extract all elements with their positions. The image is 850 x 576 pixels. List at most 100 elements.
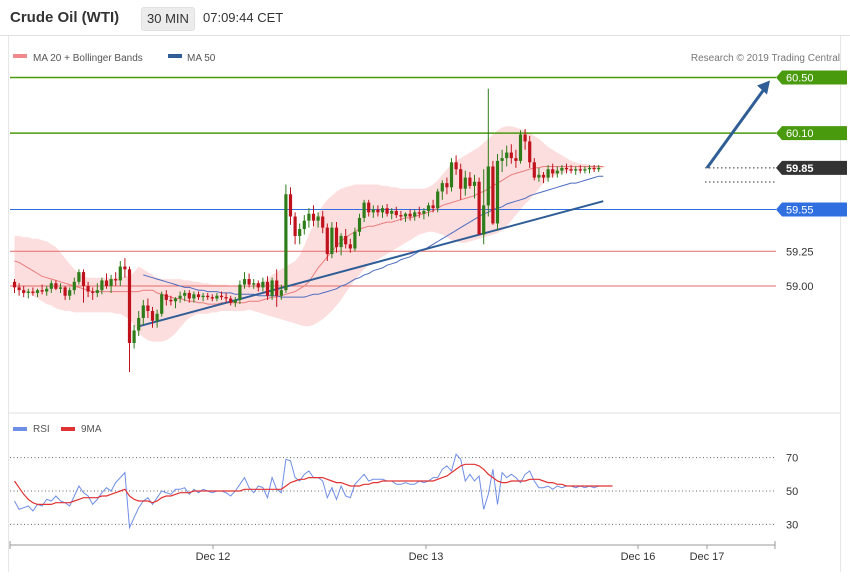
candle [31,287,35,296]
candle [408,209,412,221]
candle-body [316,216,320,221]
ma50-line [143,175,604,298]
candle-body [45,288,49,292]
candle-body [196,294,201,298]
candle-body [574,169,578,171]
candle-body [311,213,316,221]
chart-frame [8,36,841,572]
support-trendline [138,200,604,328]
candle-body [417,212,421,214]
bollinger-bands [14,126,608,342]
candle [371,205,375,218]
candle-body [100,280,104,291]
candle-body [49,283,53,289]
candle [288,187,293,225]
candle [403,212,408,223]
candle [63,286,67,300]
ma50-legend-label: MA 50 [187,53,216,64]
candle-body [86,286,90,292]
candle-body [261,281,265,288]
chart-header: Crude Oil (WTI) 30 MIN 07:09:44 CET [0,0,850,36]
candle-body [160,294,164,314]
candle [196,291,201,300]
candle [58,283,63,293]
candle [564,163,569,174]
candle-body [183,292,187,296]
candle [348,238,352,253]
candle [431,199,435,213]
candle-body [265,281,270,296]
candle-body [252,283,256,285]
candle-body [344,235,348,245]
candle-body [477,181,481,235]
candle [330,222,334,259]
candle [256,280,260,292]
candlesticks [12,88,601,373]
bollinger-band-fill [14,126,608,342]
candle-body [472,181,477,186]
candle [449,158,454,192]
rsi-line [14,453,613,530]
candle [109,274,113,293]
candle [417,206,421,218]
candle-body [426,205,431,211]
trend-annotations [138,80,770,328]
candle-body [367,202,371,213]
candle [238,280,242,305]
candle [353,227,357,252]
candle [26,288,30,299]
candle-body [514,158,518,161]
candle [35,288,40,298]
candle [201,292,205,302]
candle-body [127,269,132,343]
candle-body [348,244,352,249]
candle-body [321,216,325,228]
candle-body [155,313,159,321]
candle-body [104,280,109,286]
candle [86,281,90,298]
candle-body [187,292,191,299]
instrument-title: Crude Oil (WTI) [10,9,120,26]
candle [362,199,366,223]
candle-body [169,299,173,302]
candle [298,223,302,245]
candle [302,215,306,235]
candle [77,269,81,285]
candle [555,166,559,178]
candle-body [390,210,394,214]
candle [215,292,219,302]
price-badge-text-59.55: 59.55 [786,205,814,217]
candle-body [164,294,168,300]
price-levels [10,76,776,287]
candle-body [449,162,454,188]
rsi-tick-30: 30 [786,519,798,531]
candle-body [399,215,403,217]
candle-body [293,216,297,236]
rsi-tick-50: 50 [786,486,798,498]
candle [132,324,136,349]
ma50-legend-swatch [168,54,182,58]
rsi-legend-label: RSI [33,424,50,435]
candle [192,291,196,303]
candle [472,174,477,199]
candle-body [275,280,279,296]
candle [468,172,472,189]
candle-body [95,290,99,293]
candle [426,202,431,217]
candle [275,269,279,307]
candle-body [229,298,233,303]
candle-body [58,287,63,289]
candle [518,130,523,164]
candle [482,169,486,245]
price-labels: 60.50 60.10 59.55 59.25 59.00 59.85 [776,70,847,293]
candle-body [523,134,527,142]
ma9-legend-label: 9MA [81,424,102,435]
ma20-legend-swatch [13,54,27,58]
candle [495,153,500,231]
timeframe-badge[interactable]: 30 MIN [141,7,195,31]
candle [311,205,316,227]
candle-body [325,227,329,255]
candle-body [173,298,178,302]
candle-body [81,272,86,286]
candle-body [578,169,582,171]
